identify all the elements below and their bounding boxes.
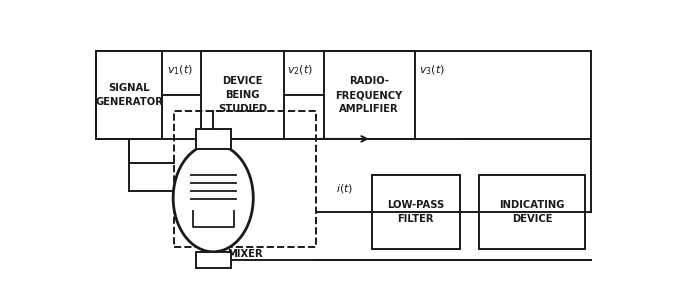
Text: RADIO-
FREQUENCY
AMPLIFIER: RADIO- FREQUENCY AMPLIFIER [336,76,403,114]
Text: $v_3(t)$: $v_3(t)$ [419,64,445,77]
Text: DEVICE
BEING
STUDIED: DEVICE BEING STUDIED [218,76,267,114]
Bar [196,252,231,268]
Text: $v_2(t)$: $v_2(t)$ [287,64,313,77]
Text: SIGNAL
GENERATOR: SIGNAL GENERATOR [95,83,163,107]
Bar [174,111,316,247]
Text: INDICATING
DEVICE: INDICATING DEVICE [500,200,565,224]
Text: $i(t)$: $i(t)$ [336,182,353,195]
Text: MIXER: MIXER [227,249,263,259]
Bar [196,129,231,149]
Text: LOW-PASS
FILTER: LOW-PASS FILTER [387,200,444,224]
Bar [96,50,590,140]
Bar [479,174,586,250]
Bar [372,174,460,250]
Bar [201,50,284,140]
Bar [324,50,415,140]
Bar [96,50,163,140]
Text: $v_1(t)$: $v_1(t)$ [167,64,194,77]
Ellipse shape [173,144,254,252]
